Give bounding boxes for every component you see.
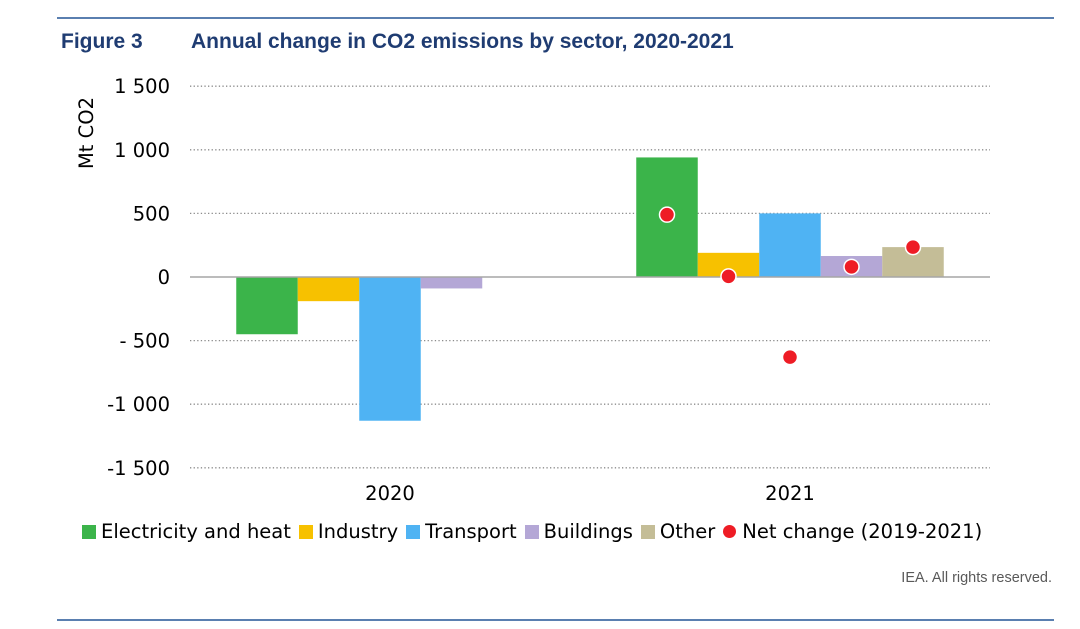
net-change-marker	[720, 268, 737, 285]
legend-item: Net change (2019-2021)	[723, 520, 982, 543]
y-tick-label: 1 000	[114, 139, 170, 162]
x-tick-label: 2020	[365, 482, 415, 505]
net-change-marker	[904, 238, 922, 256]
legend-item: Industry	[298, 520, 399, 543]
net-change-marker	[781, 348, 799, 366]
bar-industry-2020	[297, 277, 360, 302]
net-change-marker	[658, 206, 676, 223]
bar-electricity-and-heat-2020	[236, 277, 298, 335]
y-tick-label: 500	[133, 202, 170, 225]
y-tick-label: -1 500	[107, 457, 170, 480]
legend-label: Industry	[317, 520, 399, 543]
legend-label: Transport	[425, 520, 517, 543]
y-tick-label: -1 000	[107, 393, 170, 416]
bottom-rule	[57, 619, 1054, 621]
legend-label: Other	[659, 520, 716, 543]
legend-label: Net change (2019-2021)	[742, 520, 983, 543]
y-tick-label: 1 500	[114, 75, 170, 98]
legend-item: Buildings	[524, 520, 633, 543]
y-tick-label: - 500	[120, 330, 170, 353]
legend-label: Buildings	[543, 520, 633, 543]
credit-line: IEA. All rights reserved.	[901, 570, 1052, 586]
figure-label: Figure 3	[61, 30, 143, 53]
bar-transport-2020	[359, 277, 421, 421]
net-change-marker	[843, 258, 860, 276]
top-rule	[57, 17, 1054, 19]
bar-transport-2021	[759, 213, 821, 277]
y-tick-label: 0	[158, 266, 170, 289]
legend-swatch	[406, 524, 421, 539]
legend-item: Electricity and heat	[82, 520, 291, 543]
legend-dot-marker	[723, 525, 737, 538]
legend-swatch	[524, 524, 539, 539]
legend: Electricity and heat Industry Transport Bui…	[82, 520, 990, 543]
x-tick-label: 2021	[765, 482, 815, 505]
legend-swatch	[640, 524, 655, 539]
legend-swatch	[82, 524, 96, 539]
legend-item: Transport	[406, 520, 517, 543]
legend-label: Electricity and heat	[101, 520, 291, 543]
bar-buildings-2020	[420, 277, 483, 289]
chart-title: Annual change in CO2 emissions by sector…	[191, 30, 734, 53]
figure-header: Figure 3 Annual change in CO2 emissions b…	[61, 30, 734, 54]
y-axis-label: Mt CO2	[75, 97, 98, 169]
legend-item: Other	[640, 520, 716, 543]
legend-swatch	[298, 524, 313, 539]
